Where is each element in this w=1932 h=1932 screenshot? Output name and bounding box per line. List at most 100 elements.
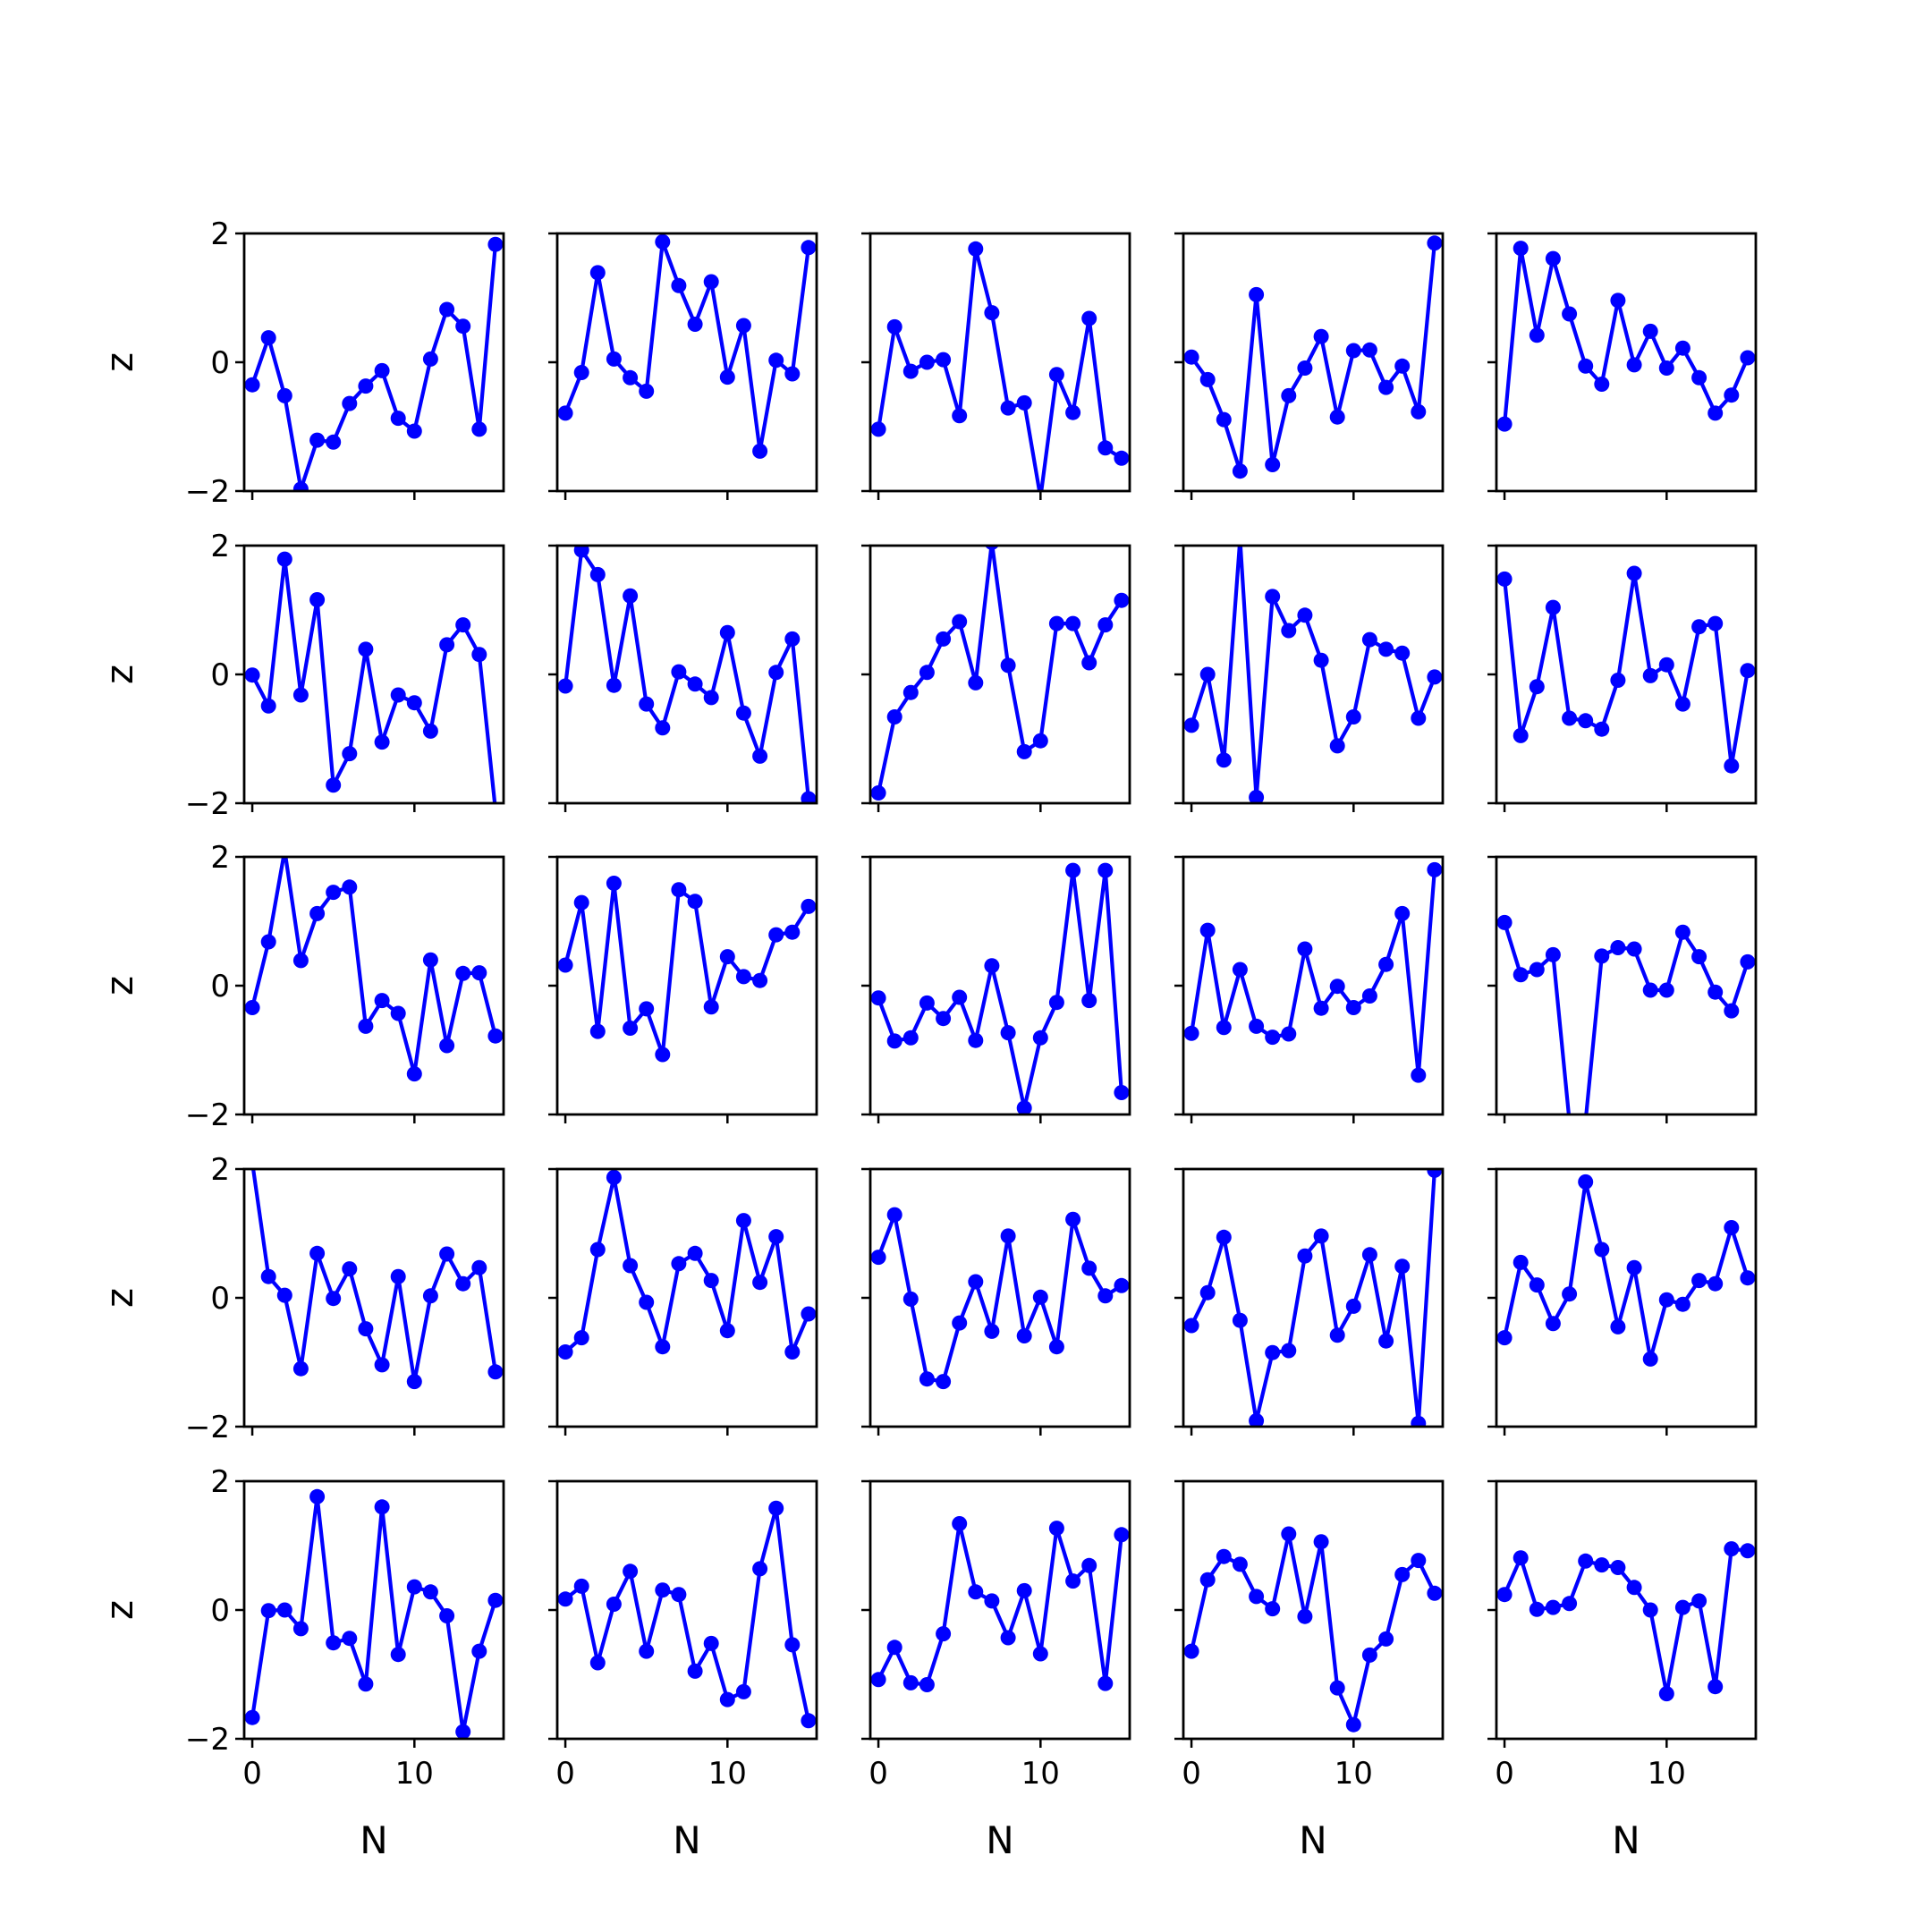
data-point [260, 330, 276, 346]
data-point [886, 709, 902, 724]
data-point [768, 352, 784, 369]
data-point [1297, 941, 1313, 957]
data-point [639, 1294, 655, 1310]
y-tick-label: 2 [210, 529, 230, 564]
series-line [1503, 571, 1750, 768]
data-point [406, 695, 422, 711]
data-point [1114, 592, 1130, 608]
data-point [1642, 667, 1658, 683]
data-point [589, 566, 606, 582]
data-point [1562, 1596, 1578, 1612]
data-point [703, 1635, 719, 1651]
data-point [719, 369, 735, 386]
data-point [374, 734, 390, 750]
data-point [1032, 1646, 1048, 1662]
data-point [1000, 657, 1016, 674]
data-point [1345, 1716, 1361, 1733]
data-point [870, 1672, 886, 1688]
data-point [1361, 342, 1377, 358]
x-axis-label: N [1299, 1818, 1326, 1862]
data-point [1249, 790, 1265, 803]
data-point [1081, 1260, 1097, 1276]
data-point [886, 318, 902, 335]
data-point [1691, 1593, 1707, 1609]
data-point [1114, 1085, 1130, 1100]
subplot-r1-c4 [1174, 232, 1445, 500]
data-point [1097, 617, 1114, 633]
subplot-r4-c5 [1487, 1167, 1758, 1436]
data-point [886, 1640, 902, 1656]
data-point [406, 1066, 422, 1082]
data-point [244, 1709, 260, 1725]
data-point [1674, 1599, 1690, 1615]
axes-frame [242, 232, 505, 493]
data-point [1496, 571, 1513, 587]
data-point [422, 1288, 438, 1304]
data-point [1199, 371, 1216, 387]
data-point [309, 592, 326, 607]
data-point [1000, 1025, 1016, 1041]
data-point [390, 1647, 406, 1663]
data-point [374, 362, 390, 378]
series-line [1190, 1531, 1436, 1727]
data-point [984, 1593, 1000, 1609]
subplot-r2-c2 [548, 544, 818, 812]
data-point [1281, 1026, 1297, 1042]
data-point [1562, 1286, 1578, 1302]
data-point [358, 641, 374, 657]
data-point [1691, 1273, 1707, 1289]
data-point [1378, 956, 1394, 972]
data-point [801, 240, 817, 256]
data-point [1032, 1289, 1048, 1305]
data-point [557, 1344, 573, 1360]
data-point [1265, 1344, 1281, 1360]
data-point [886, 1207, 902, 1223]
series-line [877, 868, 1123, 1110]
data-point [784, 1637, 801, 1653]
series-line [1503, 1180, 1750, 1361]
data-point [752, 748, 768, 764]
data-point [687, 676, 703, 692]
x-tick-label: 0 [555, 1756, 575, 1792]
data-point [870, 990, 886, 1006]
data-point [784, 631, 801, 647]
subplot-r2-c3 [861, 544, 1131, 812]
data-point [455, 617, 471, 633]
series-line [877, 247, 1123, 491]
data-point [1032, 733, 1048, 749]
y-tick-label: 0 [210, 1281, 230, 1317]
y-tick-label: 0 [210, 657, 230, 693]
y-tick-label: −2 [185, 474, 230, 510]
data-point [719, 1323, 735, 1339]
data-point [1114, 1527, 1130, 1543]
data-point [406, 423, 422, 439]
data-point [374, 1499, 390, 1515]
data-point [342, 879, 358, 895]
data-point [984, 1323, 1000, 1339]
series-line [1503, 921, 1750, 1114]
series-line [877, 1212, 1123, 1384]
data-point [1658, 657, 1674, 673]
data-point [784, 924, 801, 940]
series-line [564, 240, 810, 453]
data-point [422, 723, 438, 739]
data-point [984, 305, 1000, 321]
data-point [1097, 1288, 1114, 1304]
data-point [1707, 615, 1724, 631]
data-point [1361, 1247, 1377, 1263]
data-point [471, 647, 487, 663]
axes-frame [1495, 544, 1758, 805]
data-point [1545, 250, 1561, 267]
data-point [1674, 924, 1690, 940]
x-tick-label: 0 [242, 1756, 262, 1792]
data-point [639, 696, 655, 712]
data-point [1427, 669, 1443, 685]
data-point [589, 1655, 606, 1671]
data-point [952, 614, 968, 630]
data-point [968, 1584, 984, 1600]
data-point [1626, 1259, 1642, 1275]
subplot-r3-c4 [1174, 855, 1445, 1123]
data-point [655, 1339, 671, 1355]
data-point [487, 1364, 504, 1380]
data-point [1724, 1541, 1740, 1557]
